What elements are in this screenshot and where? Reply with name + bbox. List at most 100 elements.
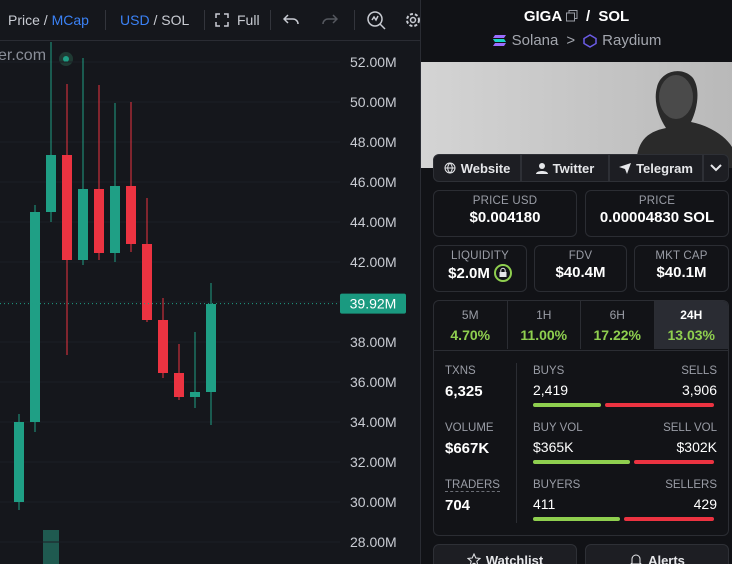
right-label: SELLS [681, 365, 717, 377]
indicator-button[interactable] [366, 9, 388, 31]
price-usd-box: PRICE USD $0.004180 [433, 190, 577, 237]
left-label: BUYS [533, 365, 565, 377]
undo-button[interactable] [283, 12, 301, 28]
price-change: 13.03% [667, 327, 715, 343]
candle-body [46, 155, 56, 212]
redo-button[interactable] [320, 12, 338, 28]
star-icon [466, 553, 481, 564]
currency-toggle[interactable]: USD / SOL [120, 12, 189, 28]
globe-icon [444, 162, 456, 174]
twitter-button[interactable]: Twitter [521, 154, 609, 182]
full-label: Full [237, 12, 260, 28]
timeframe-tab[interactable]: 24H 13.03% [654, 301, 728, 349]
stat-label: TXNS [445, 365, 476, 377]
right-label: SELLERS [665, 479, 717, 491]
watchlist-label: Watchlist [485, 552, 544, 564]
timeframe-tab[interactable]: 1H 11.00% [508, 301, 581, 349]
timeframe-label: 1H [536, 308, 552, 322]
price-change: 17.22% [593, 327, 641, 343]
send-icon [619, 163, 632, 174]
candle-body [174, 373, 184, 397]
timeframe-tab[interactable]: 6H 17.22% [581, 301, 655, 349]
divider [434, 350, 728, 351]
price-sol-label: PRICE [638, 195, 676, 207]
stat-value: 6,325 [445, 383, 483, 400]
user-icon [535, 163, 548, 174]
candle-body [158, 320, 168, 373]
dex-name[interactable]: Raydium [602, 32, 662, 49]
buy-bar [533, 460, 630, 464]
y-tick-label: 46.00M [350, 174, 397, 190]
pair-title: GIGA / SOL [421, 8, 732, 25]
copy-icon[interactable] [565, 10, 578, 22]
separator [204, 10, 205, 30]
left-value: 2,419 [533, 382, 569, 398]
more-links-button[interactable] [703, 154, 729, 182]
base-token: GIGA [523, 8, 562, 25]
chevron: > [566, 32, 576, 49]
separator [270, 10, 271, 30]
y-tick-label: 34.00M [350, 414, 397, 430]
price-usd-label: PRICE USD [472, 195, 538, 207]
solana-icon [492, 35, 506, 46]
right-value: 429 [693, 496, 717, 512]
alerts-button[interactable]: Alerts [585, 544, 729, 564]
stat-label: VOLUME [445, 422, 494, 434]
price-mcap-toggle[interactable]: Price / MCap [8, 12, 89, 28]
divider [516, 363, 517, 523]
bell-icon [630, 554, 642, 564]
telegram-label: Telegram [636, 160, 693, 176]
candle-body [94, 189, 104, 253]
separator [354, 10, 355, 30]
pair-info-panel: GIGA / SOL Solana > Raydium Website Twit… [421, 0, 732, 564]
last-price-tag [340, 293, 406, 314]
timeframe-tab[interactable]: 5M 4.70% [434, 301, 508, 349]
slash: / [153, 12, 158, 28]
mcap-box: MKT CAP $40.1M [634, 245, 729, 292]
liquidity-box: LIQUIDITY $2.0M [433, 245, 527, 292]
chain-row: Solana > Raydium [421, 32, 732, 49]
left-value: 411 [533, 496, 556, 512]
twitter-label: Twitter [552, 160, 595, 176]
price-usd-value: $0.004180 [469, 209, 541, 226]
price-chart: er.com 52.00M 50.00M 48.00M 46.00M 44.00M 42.… [0, 42, 406, 564]
fdv-box: FDV $40.4M [534, 245, 627, 292]
website-button[interactable]: Website [433, 154, 521, 182]
candle-body [14, 422, 24, 502]
candle-body [30, 212, 40, 422]
sell-bar [633, 460, 714, 464]
buy-bar [533, 517, 620, 521]
sell-bar [604, 403, 714, 407]
stat-label: TRADERS [445, 479, 500, 492]
right-value: 3,906 [681, 382, 717, 398]
watermark: er.com [0, 47, 46, 64]
candle-body [126, 186, 136, 244]
lock-icon[interactable] [493, 264, 512, 282]
fullscreen-button[interactable]: Full [215, 12, 260, 28]
last-price-label: 39.92M [350, 296, 397, 312]
telegram-button[interactable]: Telegram [609, 154, 703, 182]
token-banner [421, 62, 732, 168]
chart-panel: er.com 52.00M 50.00M 48.00M 46.00M 44.00M 42.… [0, 0, 421, 564]
left-label: BUY VOL [533, 422, 583, 434]
fdv-label: FDV [568, 250, 593, 262]
chain-name[interactable]: Solana [511, 32, 559, 49]
y-tick-label: 32.00M [350, 454, 397, 470]
right-label: SELL VOL [663, 422, 717, 434]
separator [105, 10, 106, 30]
watchlist-button[interactable]: Watchlist [433, 544, 577, 564]
price-option[interactable]: Price [8, 12, 40, 28]
right-value: $302K [676, 439, 717, 455]
raydium-icon [583, 33, 597, 48]
mcap-option[interactable]: MCap [51, 12, 89, 28]
y-tick-label: 44.00M [350, 214, 397, 230]
y-tick-label: 28.00M [350, 534, 397, 550]
usd-option[interactable]: USD [120, 12, 150, 28]
liquidity-label: LIQUIDITY [450, 250, 510, 262]
website-label: Website [460, 160, 511, 176]
timeframe-label: 5M [461, 308, 479, 322]
mcap-value: $40.1M [656, 264, 707, 281]
sol-option[interactable]: SOL [161, 12, 190, 28]
settings-button[interactable] [403, 10, 423, 30]
